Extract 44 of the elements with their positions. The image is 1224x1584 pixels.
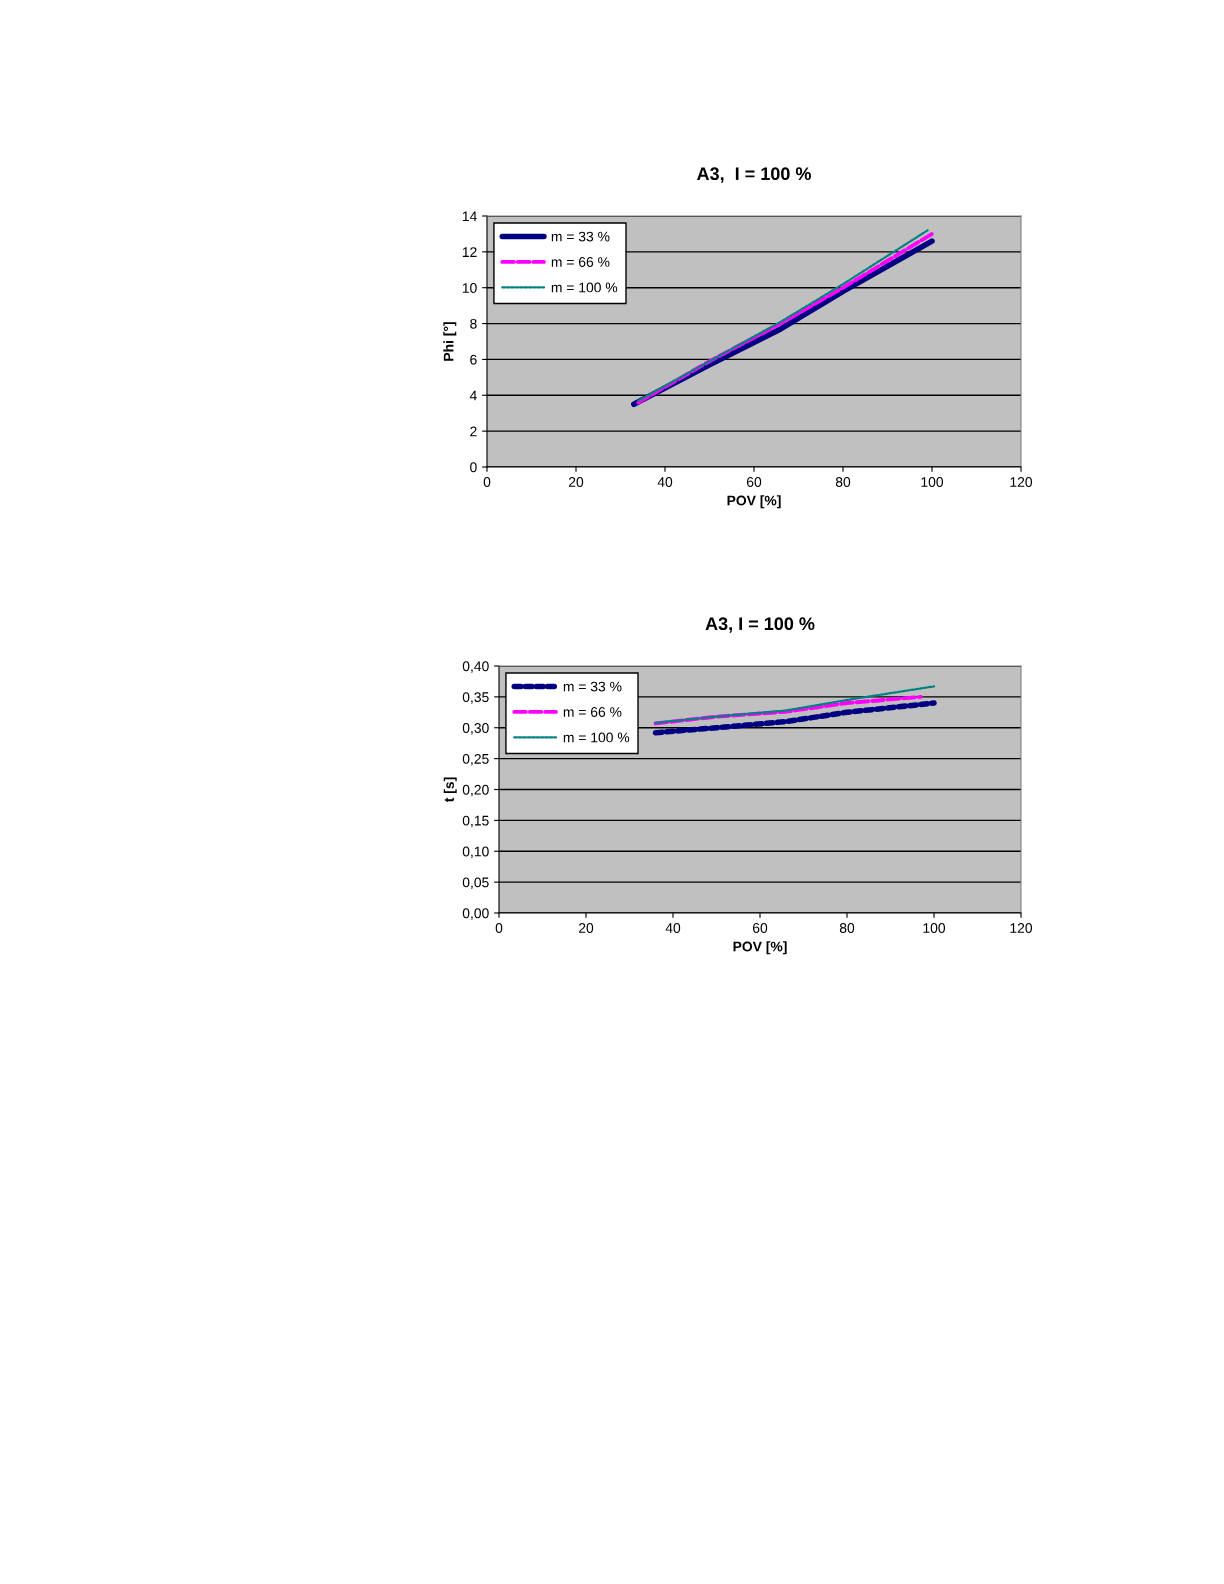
x-tick-label: 20 bbox=[568, 477, 584, 487]
x-tick-label: 80 bbox=[839, 923, 855, 933]
chart-title: A3, I = 100 % bbox=[705, 617, 815, 633]
x-tick-label: 60 bbox=[752, 923, 768, 933]
x-tick-label: 40 bbox=[665, 923, 681, 933]
legend-label: m = 66 % bbox=[551, 257, 610, 267]
y-tick-label: 0,10 bbox=[462, 846, 489, 859]
legend-label: m = 100 % bbox=[563, 732, 630, 743]
x-tick-label: 0 bbox=[495, 923, 503, 933]
x-tick-label: 80 bbox=[835, 477, 851, 487]
x-tick-label: 100 bbox=[921, 477, 944, 487]
x-axis-title: POV [%] bbox=[733, 941, 787, 955]
y-tick-label: 0,15 bbox=[462, 815, 489, 828]
line-series bbox=[653, 694, 923, 726]
legend-label: m = 100 % bbox=[551, 282, 618, 293]
x-axis-title: POV [%] bbox=[727, 495, 781, 509]
y-axis-title: Phi [°] bbox=[443, 322, 457, 361]
x-tick-label: 60 bbox=[746, 477, 762, 487]
y-tick-label: 4 bbox=[469, 390, 477, 401]
line-series bbox=[654, 685, 936, 724]
y-tick-label: 0,00 bbox=[462, 908, 489, 920]
y-tick-label: 0,40 bbox=[462, 661, 489, 673]
y-tick-label: 0,35 bbox=[462, 692, 489, 704]
legend-label: m = 66 % bbox=[563, 707, 622, 717]
y-tick-label: 0,25 bbox=[462, 753, 489, 766]
y-tick-label: 0,05 bbox=[462, 877, 489, 889]
chart-title: A3, I = 100 % bbox=[696, 167, 811, 183]
y-tick-label: 2 bbox=[470, 426, 477, 437]
x-tick-label: 120 bbox=[1010, 923, 1033, 933]
x-tick-label: 120 bbox=[1010, 477, 1033, 487]
y-tick-label: 0,20 bbox=[462, 784, 489, 797]
x-tick-label: 40 bbox=[657, 477, 673, 487]
y-tick-label: 0,30 bbox=[462, 723, 489, 735]
y-tick-label: 14 bbox=[462, 211, 477, 222]
y-tick-label: 0 bbox=[470, 462, 477, 473]
legend-label: m = 33 % bbox=[551, 231, 610, 242]
legend-label: m = 33 % bbox=[563, 681, 622, 692]
y-tick-label: 8 bbox=[470, 318, 477, 329]
y-tick-label: 12 bbox=[462, 247, 477, 257]
x-tick-label: 20 bbox=[578, 923, 594, 933]
y-tick-label: 6 bbox=[470, 354, 477, 365]
y-tick-label: 10 bbox=[462, 283, 477, 293]
y-axis-title: t [s] bbox=[443, 777, 457, 803]
x-tick-label: 100 bbox=[923, 923, 946, 933]
